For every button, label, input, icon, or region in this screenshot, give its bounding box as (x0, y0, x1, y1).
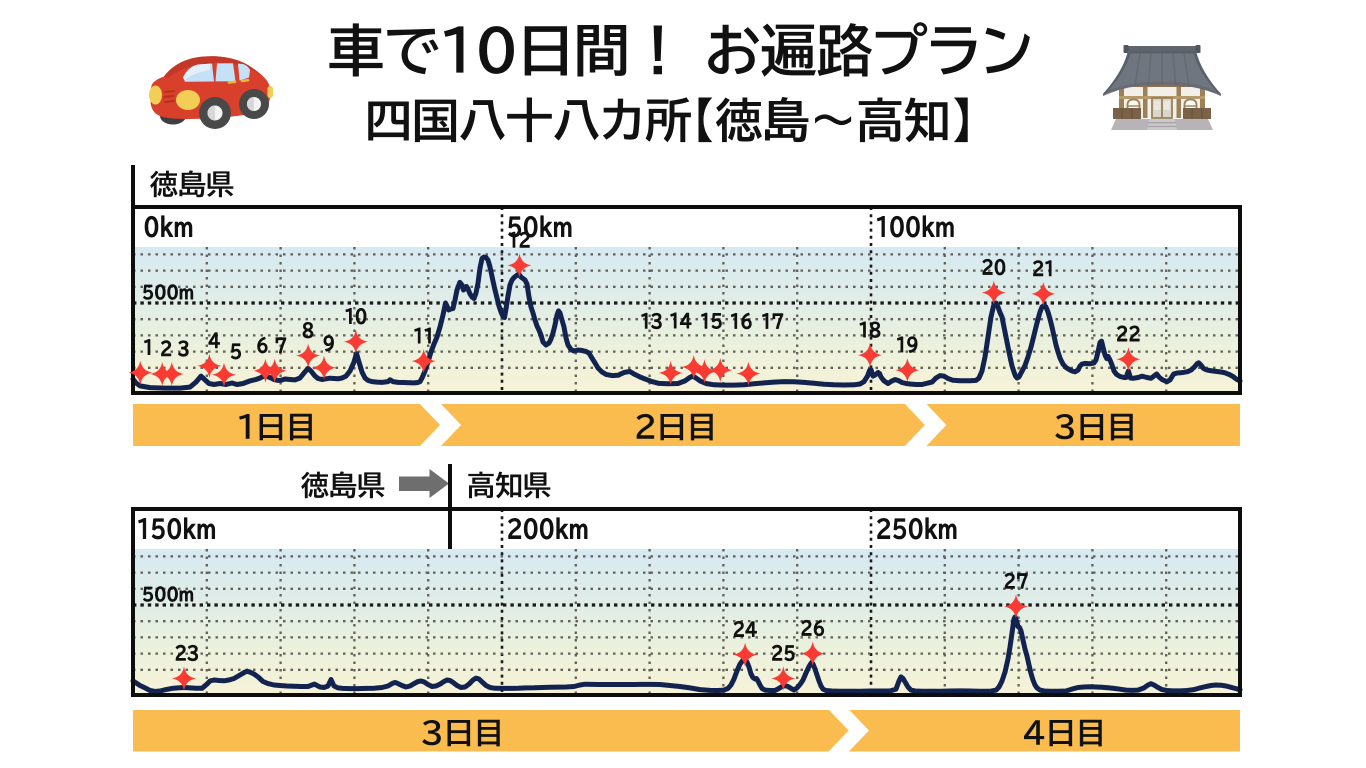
temple-marker-star (895, 357, 920, 382)
temple-marker-star (857, 342, 882, 367)
temple-marker-number (859, 321, 881, 338)
temple-marker-star (159, 361, 184, 386)
chart-border (131, 506, 1242, 697)
x-tick-label (508, 214, 572, 238)
temple-marker-number (701, 312, 722, 329)
car-icon (148, 53, 273, 138)
temple-marker-star (736, 361, 761, 386)
temple-marker-number (345, 307, 367, 325)
page-subtitle: 四国八十八カ所【徳島～高知】 (365, 93, 977, 145)
temple-marker-star (1004, 594, 1029, 619)
temple-marker-number (230, 343, 242, 360)
day-banner-row-1: 1日目 2日目 3日目 (133, 404, 1240, 446)
temple-markers (171, 572, 1029, 691)
prefecture-label-tokushima: 徳島県 (150, 168, 236, 199)
temple-marker-star (296, 343, 321, 368)
temple-marker-number (772, 644, 795, 661)
day-banner-row-2: 3日目 4日目 (133, 709, 1240, 752)
prefecture-arrow-icon (399, 469, 450, 504)
temple-marker-number (509, 231, 530, 248)
prefecture-axis-line (131, 165, 135, 208)
temple-marker-star (692, 358, 717, 383)
temple-marker-star (771, 666, 796, 691)
temple-marker-number (302, 321, 314, 339)
temple-marker-star (658, 360, 683, 385)
temple-marker-star (733, 642, 758, 667)
temple-marker-number (801, 619, 825, 636)
temple-marker-number (177, 339, 189, 357)
temple-marker-number (1117, 325, 1140, 342)
x-tick-label (876, 214, 954, 238)
temple-marker-star (1031, 281, 1056, 306)
temple-marker-star (343, 329, 368, 354)
temple-marker-star (311, 355, 336, 380)
temple-marker-number (982, 258, 1006, 275)
temple-marker-number (1004, 572, 1028, 589)
day-label: 3日目 (1054, 404, 1137, 446)
day-label: 1日目 (237, 404, 316, 446)
day-segment: 3日目 (133, 710, 849, 752)
temple-marker-number (144, 338, 151, 355)
temple-marker-number (1033, 259, 1052, 276)
day-label: 2日目 (634, 404, 717, 446)
temple-marker-number (257, 336, 268, 353)
temple-marker-star (171, 666, 196, 691)
temple-icon (1102, 40, 1222, 137)
temple-marker-star (129, 360, 153, 385)
x-tick-label (144, 214, 193, 238)
prefecture-label-from: 徳島県 (301, 469, 387, 500)
temple-marker-star (800, 641, 825, 666)
day-segment: 1日目 (133, 404, 440, 446)
elevation-chart-2 (130, 506, 1243, 697)
temple-marker-star (211, 362, 236, 387)
chart-border (131, 204, 1242, 395)
temple-marker-number (323, 334, 334, 352)
x-tick-label (138, 517, 216, 540)
temple-marker-number (762, 312, 784, 329)
y-axis-label (143, 283, 194, 300)
temple-marker-number (896, 335, 918, 353)
temple-markers (129, 231, 1141, 387)
gridlines (133, 508, 1240, 695)
prefecture-label-to: 高知県 (467, 469, 553, 500)
elevation-line (130, 254, 1243, 391)
day-segment: 3日目 (926, 404, 1240, 446)
elevation-chart-1 (129, 204, 1243, 395)
day-label: 4日目 (1023, 710, 1106, 752)
temple-marker-star (681, 354, 706, 379)
temple-marker-number (733, 620, 757, 637)
x-tick-label (877, 517, 957, 540)
temple-marker-star (1116, 346, 1141, 371)
temple-marker-star (262, 358, 287, 383)
temple-marker-number (730, 312, 752, 329)
temple-marker-star (197, 353, 222, 378)
x-tick-label (508, 517, 588, 540)
temple-marker-number (414, 327, 431, 344)
day-label: 3日目 (421, 710, 504, 752)
temple-marker-number (670, 312, 692, 329)
temple-marker-number (161, 339, 172, 356)
temple-marker-number (175, 644, 199, 661)
prefecture-border-line (448, 464, 452, 549)
temple-marker-number (208, 332, 221, 348)
day-segment: 4日目 (848, 709, 1240, 752)
temple-marker-number (275, 336, 287, 353)
temple-marker-star (981, 280, 1006, 305)
temple-marker-star (411, 348, 436, 373)
y-axis-label (143, 585, 194, 602)
day-segment: 2日目 (441, 404, 925, 446)
page-title: 車で10日間！ お遍路プラン (328, 18, 1035, 80)
temple-marker-star (708, 357, 733, 382)
temple-marker-star (507, 253, 532, 278)
temple-marker-number (641, 312, 662, 329)
